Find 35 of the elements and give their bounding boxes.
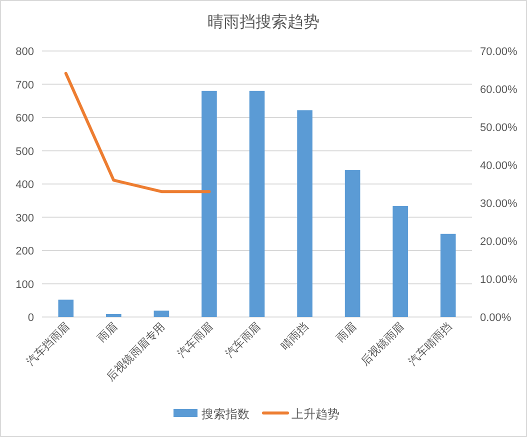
x-tick-label: 雨眉 <box>334 320 359 345</box>
bar <box>106 314 122 317</box>
bar <box>297 110 312 317</box>
y2-tick-label: 10.00% <box>480 274 518 286</box>
bar <box>154 310 170 317</box>
legend-label: 搜索指数 <box>202 407 250 421</box>
y-tick-label: 500 <box>16 146 34 158</box>
x-tick-label: 晴雨挡 <box>278 320 311 352</box>
y-tick-label: 800 <box>16 46 34 58</box>
bar <box>202 90 217 317</box>
x-tick-label: 汽车雨眉 <box>222 320 264 360</box>
legend-label: 上升趋势 <box>292 407 340 421</box>
x-tick-label: 雨眉 <box>96 320 120 345</box>
y2-tick-label: 20.00% <box>480 236 518 248</box>
y-tick-label: 400 <box>16 179 34 191</box>
y-tick-label: 700 <box>16 79 34 92</box>
bar <box>249 90 265 317</box>
y2-tick-label: 70.00% <box>480 46 518 58</box>
chart-title: 晴雨挡搜索趋势 <box>208 13 320 31</box>
y-tick-label: 600 <box>16 112 34 124</box>
x-tick-label: 汽车雨眉 <box>175 320 216 360</box>
bar <box>344 170 360 317</box>
y2-tick-label: 40.00% <box>480 160 518 172</box>
y2-tick-label: 0.00% <box>480 312 512 324</box>
x-tick-label: 后视镜雨眉 <box>358 320 406 368</box>
bar <box>440 234 456 317</box>
y-tick-label: 200 <box>16 246 34 258</box>
y2-tick-label: 60.00% <box>480 84 518 96</box>
bar <box>392 206 408 317</box>
x-tick-label: 汽车晴雨挡 <box>406 320 454 368</box>
y2-tick-label: 50.00% <box>480 122 518 134</box>
y2-tick-label: 30.00% <box>480 198 518 210</box>
y-tick-label: 100 <box>16 278 34 291</box>
y-tick-label: 300 <box>16 212 34 224</box>
bar <box>58 300 74 317</box>
